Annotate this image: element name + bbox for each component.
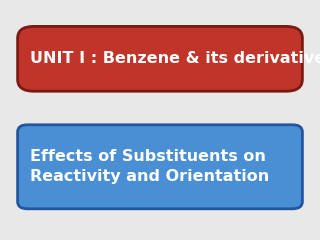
FancyBboxPatch shape — [18, 26, 302, 91]
Text: Effects of Substituents on
Reactivity and Orientation: Effects of Substituents on Reactivity an… — [30, 149, 270, 184]
Text: UNIT I : Benzene & its derivatives: UNIT I : Benzene & its derivatives — [30, 51, 320, 66]
FancyBboxPatch shape — [18, 125, 302, 209]
